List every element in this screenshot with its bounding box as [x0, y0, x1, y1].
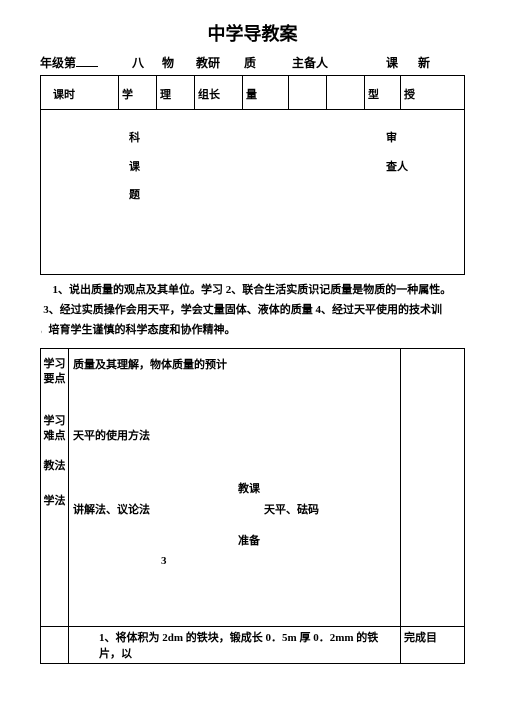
label-charen: 查人 [386, 153, 464, 182]
goal-line1: 1、说出质量的观点及其单位。学习 2、联合生活实质识记质量是物质的一种属性。 [45, 281, 461, 301]
page-title: 中学导教案 [40, 20, 465, 46]
hdr-f: 课 [366, 54, 418, 71]
cell-blank1 [289, 76, 327, 110]
main-table: 课时 学 理 组长 量 型 授 科 课 题 审 查人 [40, 75, 465, 664]
content-column: 质量及其理解，物体质量的预计 天平的使用方法 教课 讲解法、议论法 天平、砝码 … [69, 349, 401, 627]
label-jiaofa: 教法 [43, 459, 66, 474]
content-yaodian: 质量及其理解，物体质量的预计 [73, 355, 233, 376]
block1-left: 科 课 题 [41, 110, 331, 274]
header-row: 年级第 八 物 教研 质 主备人 课 新 [40, 54, 465, 71]
row-jiaofa-mid: 教课 [73, 479, 396, 500]
text-tianping: 天平、砝码 [238, 500, 396, 521]
table-row-goals: 1、说出质量的观点及其单位。学习 2、联合生活实质识记质量是物质的一种属性。 目… [41, 275, 465, 349]
row-jiaofa: 讲解法、议论法 天平、砝码 [73, 500, 396, 521]
label-ti: 题 [129, 181, 331, 210]
label-xuefa: 学法 [43, 494, 66, 509]
hdr-g: 新 [418, 54, 430, 71]
table-row-block3: 学习要点 学习难点 教法 学法 质量及其理解，物体质量的预计 天平的使用方法 教… [41, 349, 465, 627]
cell-xing: 型 [365, 76, 401, 110]
text-number: 3 [73, 551, 396, 572]
label-nandian: 学习难点 [43, 414, 66, 445]
cell-blank2 [327, 76, 365, 110]
hdr-b: 物 [162, 54, 196, 71]
table-row-block1: 科 课 题 审 查人 [41, 110, 465, 275]
cell-liang: 量 [243, 76, 289, 110]
text-jiaoke: 教课 [238, 479, 396, 500]
grade-label: 年级第 [40, 54, 116, 71]
row-xuefa: 准备 [73, 531, 396, 552]
bottom-text: 1、将体积为 2dm 的铁块，锻成长 0．5m 厚 0．2mm 的铁片，以 [69, 627, 401, 664]
label-ke2: 课 [129, 153, 331, 182]
btm-blank [41, 627, 69, 664]
table-row-header: 课时 学 理 组长 量 型 授 [41, 76, 465, 110]
content-nandian: 天平的使用方法 [73, 426, 396, 447]
block1-right: 审 查人 [331, 110, 464, 274]
bottom-right: 完成目 [401, 627, 465, 664]
goal-line2: 3、经过实质操作会用天平，学会丈量固体、液体的质量 4、经过天平使用的技术训 [43, 304, 442, 316]
goal-line3: 练，培育学生谨慎的科学态度和协作精神。 [41, 321, 443, 341]
cell-shou: 授 [401, 76, 465, 110]
labels-column: 学习要点 学习难点 教法 学法 [41, 349, 69, 627]
cell-li: 理 [157, 76, 195, 110]
cell-keshi: 课时 [41, 76, 119, 110]
cell-zuzhang: 组长 [195, 76, 243, 110]
hdr-d: 质 [244, 54, 292, 71]
cell-xue: 学 [119, 76, 157, 110]
hdr-a: 八 [116, 54, 162, 71]
label-yaodian: 学习要点 [43, 357, 66, 388]
table-row-bottom: 1、将体积为 2dm 的铁块，锻成长 0．5m 厚 0．2mm 的铁片，以 完成… [41, 627, 465, 664]
hdr-c: 教研 [196, 54, 244, 71]
label-shen: 审 [386, 124, 464, 153]
text-zhunbei: 准备 [238, 531, 396, 552]
label-ke: 科 [129, 124, 331, 153]
right-column [401, 349, 465, 627]
text-jiangjie: 讲解法、议论法 [73, 500, 238, 521]
hdr-e: 主备人 [292, 54, 366, 71]
goal-line2-wrap: 目标 3、经过实质操作会用天平，学会丈量固体、液体的质量 4、经过天平使用的技术… [41, 301, 465, 321]
